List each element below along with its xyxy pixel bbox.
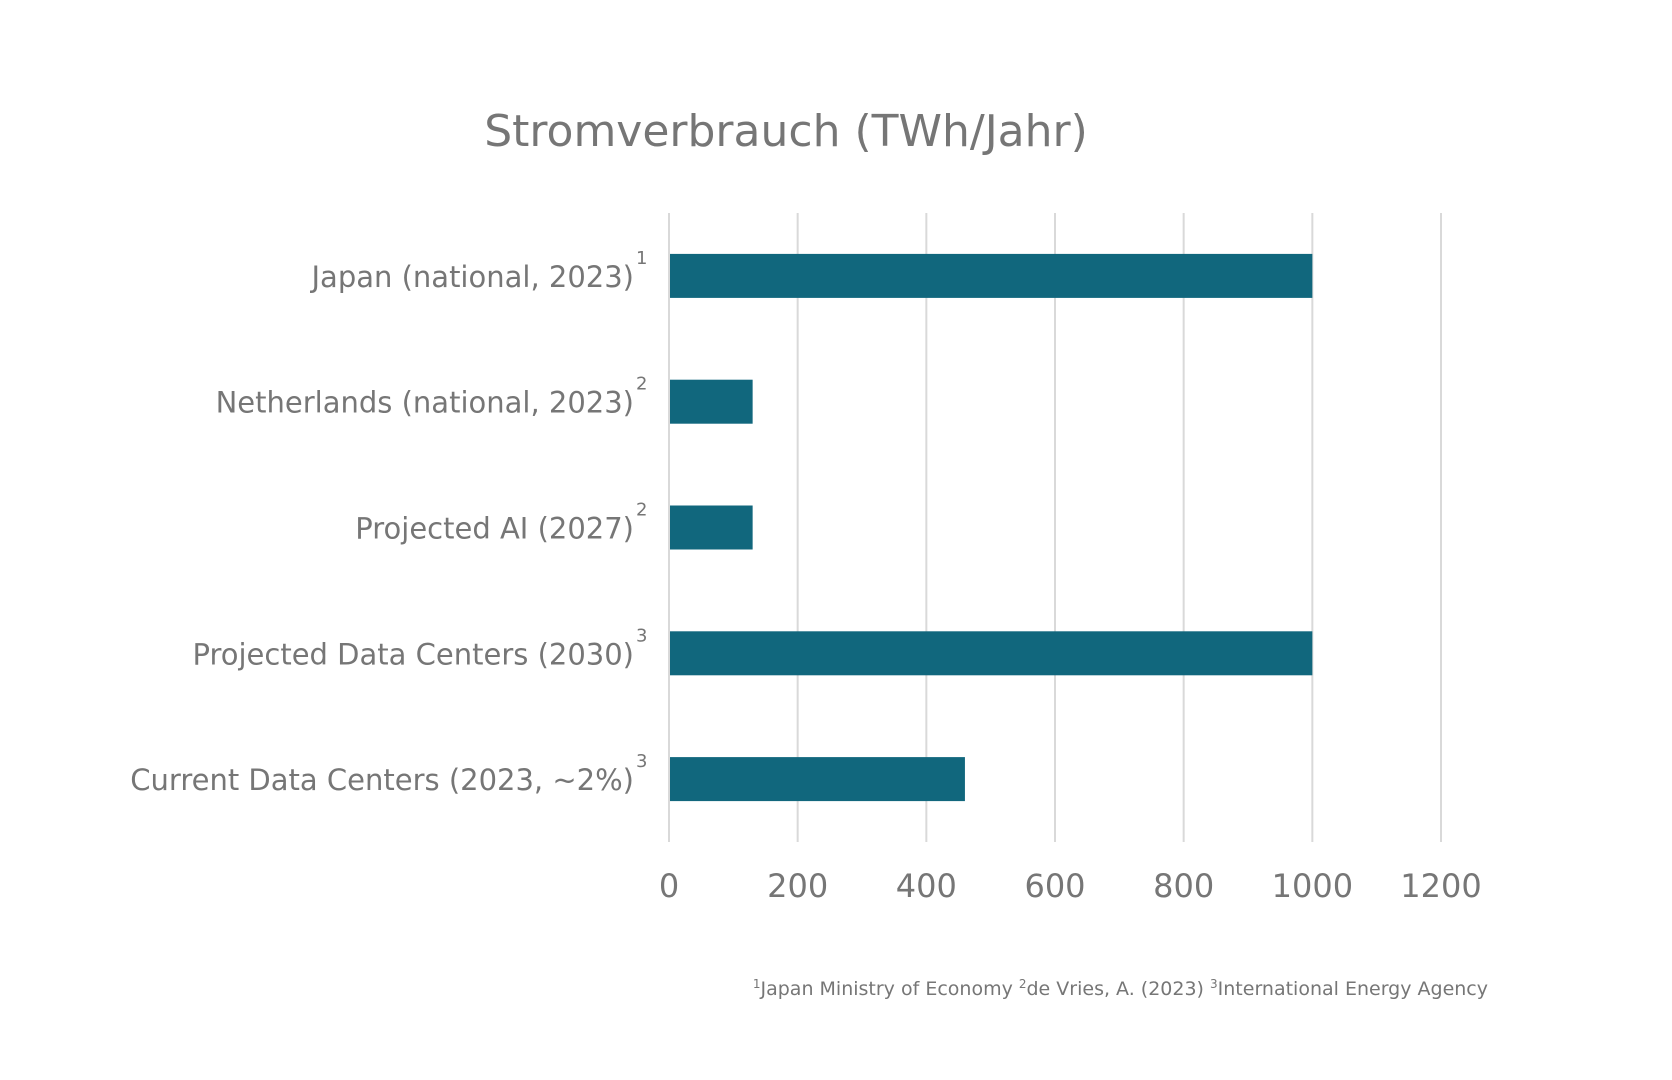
bar-5: [670, 757, 965, 802]
source-text-3: International Energy Agency: [1218, 978, 1488, 1000]
x-tick-label-1200: 1200: [1400, 867, 1481, 905]
source-text-1: Japan Ministry of Economy: [760, 978, 1019, 1000]
source-footnote-marker-3: 3: [1210, 977, 1218, 991]
bar-2: [670, 379, 753, 424]
x-tick-label-0: 0: [659, 867, 679, 905]
category-label-1: Japan (national, 2023): [310, 260, 635, 294]
category-footnote-marker-5: 3: [636, 751, 647, 772]
bar-layer: [670, 253, 1313, 802]
x-tick-label-400: 400: [896, 867, 957, 905]
source-text-2: de Vries, A. (2023): [1027, 978, 1211, 1000]
category-label-5: Current Data Centers (2023, ~2%): [130, 763, 634, 797]
category-footnote-marker-4: 3: [636, 625, 647, 646]
chart-title: Stromverbrauch (TWh/Jahr): [484, 106, 1088, 157]
bar-3: [670, 505, 753, 550]
category-label-4: Projected Data Centers (2030): [192, 637, 634, 671]
source-footnote-marker-1: 1: [753, 977, 761, 991]
source-footnote-marker-2: 2: [1019, 977, 1027, 991]
x-tick-label-600: 600: [1024, 867, 1085, 905]
x-tick-label-200: 200: [767, 867, 828, 905]
x-axis-tick-layer: 0 200 400 600 800 1000 1200: [659, 867, 1482, 905]
category-footnote-marker-3: 2: [636, 500, 647, 521]
bar-1: [670, 253, 1313, 298]
x-tick-label-800: 800: [1153, 867, 1214, 905]
x-tick-label-1000: 1000: [1272, 867, 1353, 905]
category-label-3: Projected AI (2027): [355, 512, 634, 546]
category-label-2: Netherlands (national, 2023): [216, 386, 634, 420]
category-footnote-marker-1: 1: [636, 248, 647, 269]
category-label-layer: Japan (national, 2023)1 Netherlands (nati…: [130, 248, 647, 797]
category-footnote-marker-2: 2: [636, 374, 647, 395]
grid-layer: [668, 213, 1442, 842]
source-note: 1Japan Ministry of Economy 2de Vries, A.…: [753, 977, 1488, 1000]
bar-4: [670, 631, 1313, 676]
